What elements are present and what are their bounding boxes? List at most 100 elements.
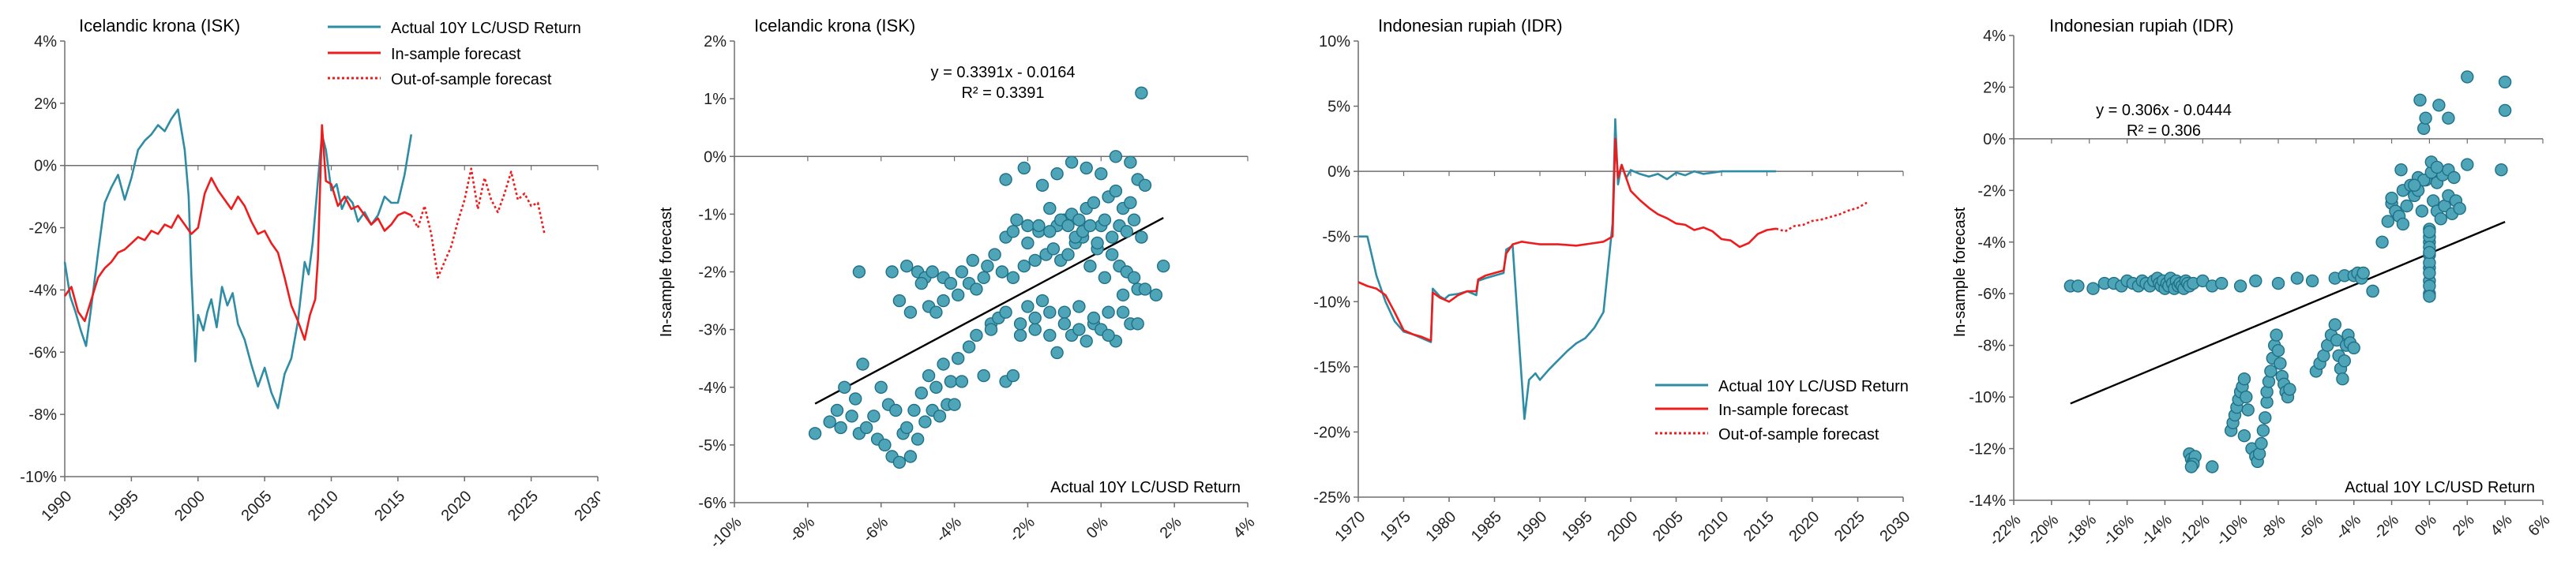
tick-labels: -25%-20%-15%-10%-5%0%5%10%1970 1975 1980 19… [1313,33,1911,545]
scatter-point [2434,212,2447,226]
x-tick-label: -12% [2175,511,2214,550]
scatter-point [2419,111,2432,125]
series-line-out-of-sample-forecast [1775,201,1868,233]
scatter-point [900,421,914,435]
scatter-point [1109,184,1123,198]
scatter-point [885,265,899,279]
legend: Actual 10Y LC/USD Return In-sample forec… [1655,378,1909,443]
points [2063,70,2512,473]
y-tick-label: -2% [28,220,57,238]
y-tick-label: 5% [1327,99,1350,116]
scatter-point [2366,284,2379,298]
scatter-point [2423,290,2436,303]
axes [2009,35,2544,505]
axes [730,40,1249,507]
scatter-point [1032,219,1046,233]
scatter-point [1028,323,1042,336]
scatter-point [2423,266,2436,280]
scatter-point [2356,266,2370,280]
scatter-point [2461,70,2474,84]
scatter-point [892,294,907,308]
scatter-point [1017,260,1031,273]
scatter-point [2498,103,2512,118]
isk-timeseries-chart: -10% -8% -6% -4% -2% 0% 2% 4% 1990 1995 2000 2005 20… [20,16,600,525]
scatter-point [937,294,950,308]
scatter-point [1061,219,1075,233]
scatter-point [977,369,990,383]
axes [1354,40,1904,502]
x-tick-label: 2% [2450,511,2478,540]
regression-equation: y = 0.3391x - 0.0164 [931,64,1076,81]
scatter-point [892,455,907,469]
series-line-actual-10y-lc-usd-return [63,108,413,410]
scatter-point [914,276,928,290]
x-tick-label: 0% [2412,511,2440,540]
legend-label-out-sample: Out-of-sample forecast [391,71,552,88]
y-tick-label: 0% [1327,163,1350,181]
scatter-point [867,410,881,423]
scatter-point [2432,99,2446,112]
scatter-point [933,410,947,423]
scatter-point [1098,271,1112,284]
y-tick-label: 2% [1983,79,2006,96]
scatter-point [1043,225,1057,238]
scatter-point [1010,213,1023,226]
x-tick-label: -10% [2213,511,2251,550]
scatter-point [2336,372,2349,386]
y-tick-label: -3% [698,322,727,339]
scatter-point [955,375,969,388]
x-tick-label: 1990 [1513,508,1550,545]
scatter-point [1109,150,1123,163]
scatter-point [2417,122,2431,136]
x-tick-label: -18% [2062,511,2101,550]
x-tick-label: 2025 [505,488,542,525]
scatter-point [929,380,943,394]
scatter-point [981,260,994,273]
x-tick-label: 2015 [371,488,408,525]
y-tick-label: -2% [698,264,727,282]
series-line-out-of-sample-forecast [410,167,546,279]
x-tick-label: -4% [933,514,965,546]
tick-labels: -10% -8% -6% -4% -2% 0% 2% 4% 1990 1995 2000 2005 20… [20,33,600,525]
y-tick-label: -6% [28,344,57,361]
x-tick-label: -8% [2257,511,2289,544]
legend-label-in-sample: In-sample forecast [1718,402,1849,419]
scatter-point [845,410,858,423]
series-line-actual-10y-lc-usd-return [1358,118,1776,421]
scatter-point [970,282,983,296]
scatter-point [2256,424,2270,437]
scatter-point [2071,279,2085,293]
scatter-point [1021,300,1035,313]
scatter-point [1072,213,1086,226]
x-tick-label: 1970 [1331,508,1369,545]
scatter-point [2274,357,2287,370]
scatter-point [1091,236,1104,250]
scatter-point [1102,328,1115,342]
scatter-point [984,323,998,336]
scatter-point [944,276,958,290]
scatter-point [1138,178,1152,193]
scatter-point [955,265,969,279]
scatter-point [1043,305,1057,319]
y-tick-label: -14% [1969,492,2006,510]
x-tick-label: 1995 [105,488,142,525]
scatter-point [2328,318,2341,331]
y-tick-label: -10% [1313,294,1350,311]
scatter-point [977,271,990,284]
scatter-point [966,253,979,268]
axes [60,40,599,481]
x-tick-label: -22% [1986,511,2025,550]
x-tick-label: -2% [2370,511,2402,544]
scatter-point [944,375,958,388]
x-tick-label: -16% [2099,511,2138,550]
x-tick-label: 0% [1083,514,1112,542]
series-line-in-sample-forecast [63,124,412,341]
scatter-point [1083,260,1097,273]
y-tick-label: -12% [1969,441,2006,458]
x-tick-label: 6% [2525,511,2553,540]
legend-label-actual: Actual 10Y LC/USD Return [391,20,581,37]
y-tick-label: -20% [1313,424,1350,441]
scatter-point [1087,311,1101,325]
scatter-point [2237,429,2251,443]
x-tick-label: 1995 [1559,508,1596,545]
